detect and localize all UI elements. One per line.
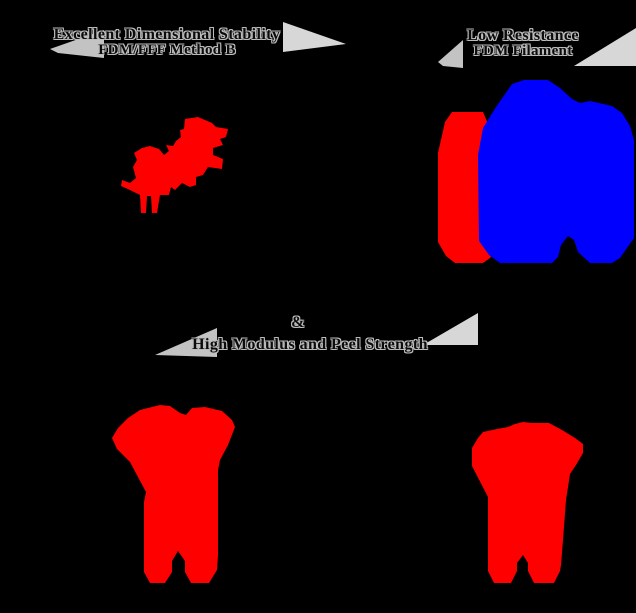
caption-middle-line2: High Modulus and Peel Strength xyxy=(192,336,428,353)
wedge-top-right-left xyxy=(438,40,463,68)
caption-top-right-line1: Low Resistance xyxy=(467,27,579,44)
printed-model-right xyxy=(472,422,583,583)
caption-top-left-line1: Excellent Dimensional Stability xyxy=(53,26,281,43)
wedge-top-left-right xyxy=(283,22,346,52)
caption-top-right-line2: FDM Filament xyxy=(473,43,573,59)
wedge-top-right-right xyxy=(574,28,636,66)
wedge-middle-left xyxy=(155,328,217,357)
polymer-network-blob xyxy=(121,117,228,213)
caption-middle-ampersand: & xyxy=(291,314,305,331)
wedge-top-left-left xyxy=(50,30,104,58)
blue-filament-pillars xyxy=(478,80,634,263)
wedge-middle-right xyxy=(423,313,478,345)
caption-top-left-line2: FDM/FFF Method B xyxy=(98,42,236,58)
printed-model-left xyxy=(112,405,235,583)
